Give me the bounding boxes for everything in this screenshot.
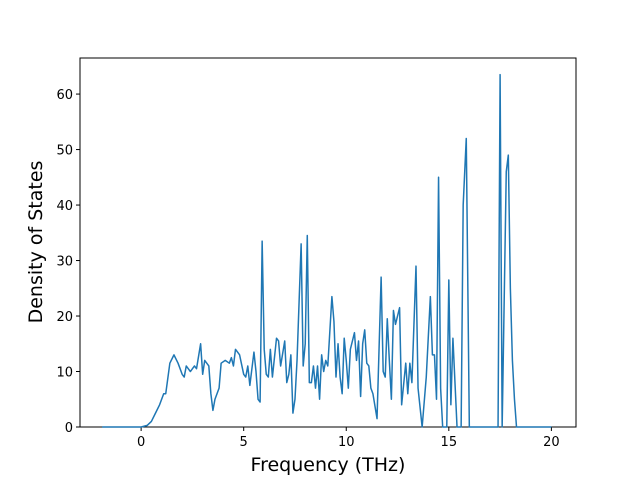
x-tick-label: 20	[543, 435, 560, 450]
y-tick-label: 50	[56, 144, 73, 159]
x-tick-label: 10	[338, 435, 355, 450]
axes-frame	[79, 57, 577, 428]
x-tick-label: 5	[240, 435, 248, 450]
y-tick-label: 60	[56, 88, 73, 103]
y-tick-label: 0	[65, 421, 73, 436]
x-tick-label: 15	[441, 435, 458, 450]
x-tick-label: 0	[137, 435, 145, 450]
line	[102, 73, 552, 428]
y-axis-label: Density of States	[25, 161, 47, 324]
y-tick-label: 20	[56, 310, 73, 325]
y-tick-label: 40	[56, 199, 73, 214]
y-tick-label: 10	[56, 366, 73, 381]
y-tick-label: 30	[56, 255, 73, 270]
x-axis-label: Frequency (THz)	[251, 454, 406, 476]
